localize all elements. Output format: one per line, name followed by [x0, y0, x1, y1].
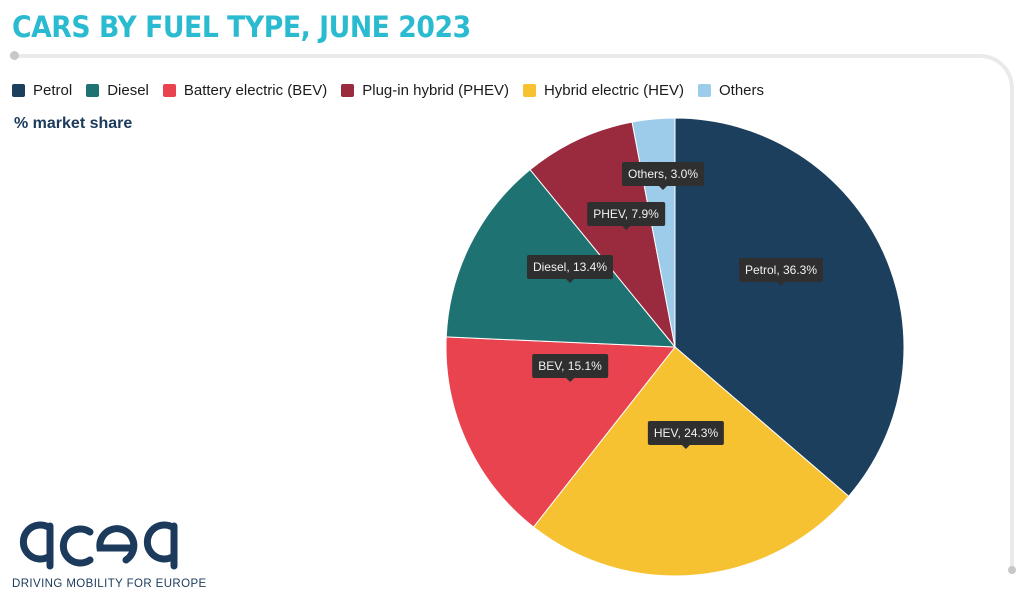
frame-end-dot — [1008, 566, 1016, 574]
legend-swatch — [86, 84, 100, 97]
slice-label-others: Others, 3.0% — [621, 162, 705, 190]
legend-label: Battery electric (BEV) — [183, 82, 328, 99]
frame-start-dot — [10, 51, 19, 60]
legend-item-bev[interactable]: Battery electric (BEV) — [162, 82, 328, 99]
legend-item-others[interactable]: Others — [698, 82, 764, 99]
pie-slice-bev[interactable] — [445, 336, 676, 528]
chart-subtitle: % market share — [14, 115, 133, 132]
chart-title: CARS BY FUEL TYPE, JUNE 2023 — [12, 10, 471, 44]
slice-label-hev: HEV, 24.3% — [647, 421, 725, 449]
legend-label: Petrol — [33, 82, 73, 99]
legend-item-petrol[interactable]: Petrol — [12, 82, 72, 99]
legend-label: Others — [719, 82, 765, 99]
legend-swatch — [341, 84, 355, 97]
acea-logo-icon — [19, 521, 178, 570]
legend-swatch — [522, 84, 536, 97]
pie-slice-petrol[interactable] — [674, 117, 905, 497]
slice-label-phev: PHEV, 7.9% — [587, 202, 665, 230]
slice-label-bev: BEV, 15.1% — [532, 354, 608, 382]
slice-label-petrol: Petrol, 36.3% — [738, 258, 824, 286]
chart-frame — [10, 54, 1014, 574]
legend-swatch — [12, 84, 25, 97]
pie-slice-hev[interactable] — [532, 346, 850, 577]
legend-label: Diesel — [107, 82, 149, 99]
legend-swatch — [698, 84, 711, 97]
legend-item-phev[interactable]: Plug-in hybrid (PHEV) — [341, 82, 509, 99]
slice-label-diesel: Diesel, 13.4% — [526, 255, 614, 283]
legend-item-diesel[interactable]: Diesel — [86, 82, 149, 99]
legend-label: Plug-in hybrid (PHEV) — [362, 82, 509, 99]
logo-tagline: DRIVING MOBILITY FOR EUROPE — [12, 578, 207, 590]
legend-item-hev[interactable]: Hybrid electric (HEV) — [522, 82, 684, 99]
legend: Petrol Diesel Battery electric (BEV) Plu… — [12, 82, 778, 99]
legend-swatch — [162, 84, 176, 97]
legend-label: Hybrid electric (HEV) — [543, 82, 684, 99]
